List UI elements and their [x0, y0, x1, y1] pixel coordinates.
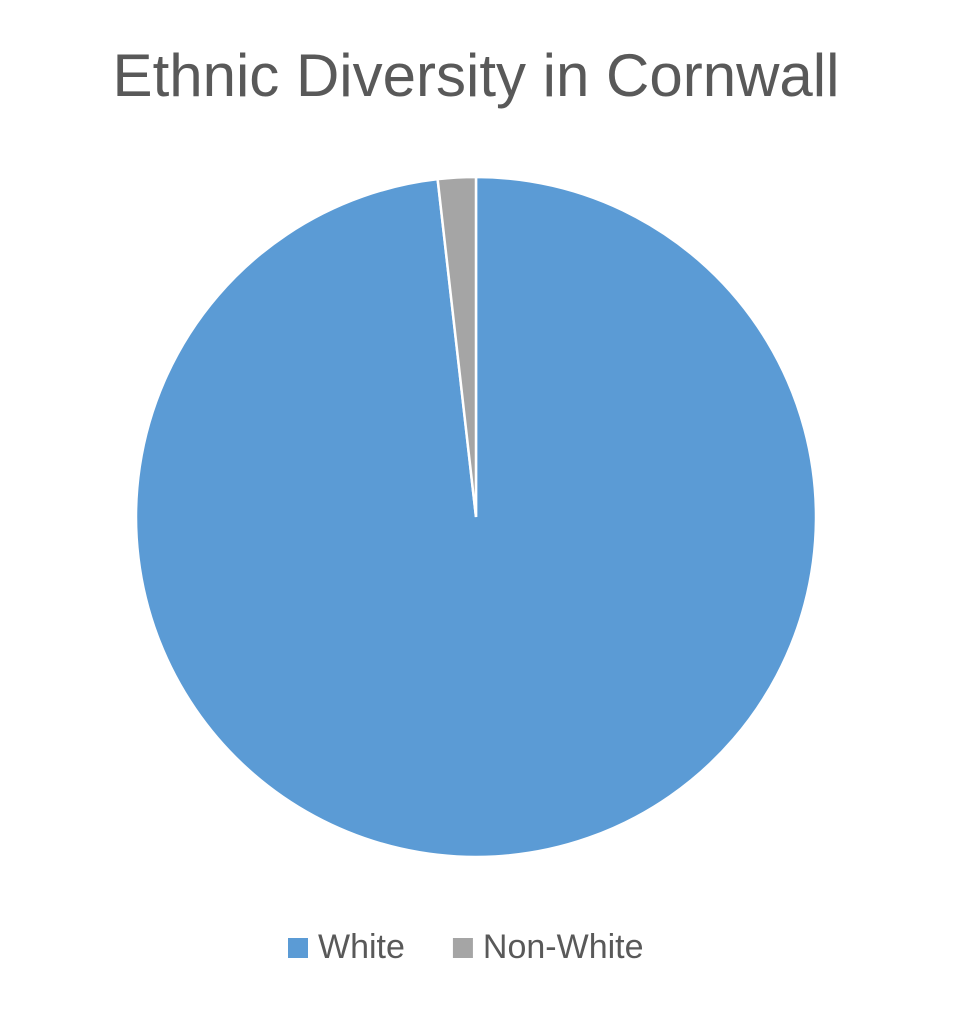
chart-title: Ethnic Diversity in Cornwall: [113, 42, 840, 109]
legend-label: White: [318, 928, 405, 966]
legend-label: Non-White: [483, 928, 644, 966]
legend-swatch: [452, 938, 473, 958]
legend-swatch: [288, 938, 308, 958]
pie-slice: [436, 175, 478, 518]
